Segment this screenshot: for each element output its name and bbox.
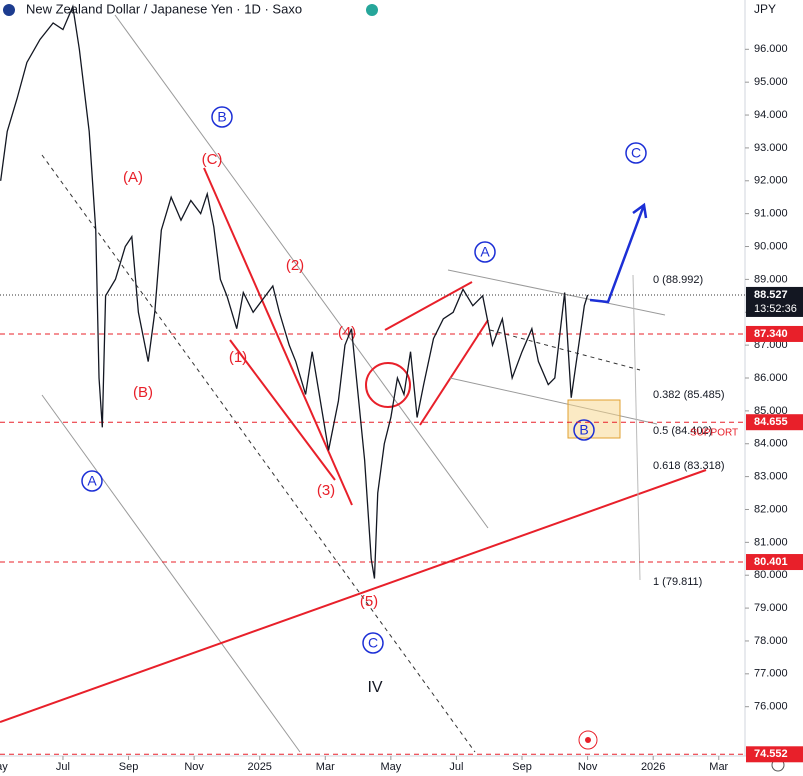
circled-label: C: [631, 145, 641, 161]
x-tick-label: Sep: [119, 761, 139, 773]
status-icon: [366, 4, 378, 16]
projection-arrow: [589, 204, 646, 304]
chart-title: New Zealand Dollar / Japanese Yen · 1D ·…: [26, 1, 302, 16]
countdown: 13:52:36: [754, 303, 797, 315]
circled-label: C: [368, 635, 378, 651]
y-tick-label: 87.000: [754, 339, 788, 351]
y-tick-label: 96.000: [754, 43, 788, 55]
y-tick-label: 82.000: [754, 503, 788, 515]
x-tick-label: Nov: [184, 761, 204, 773]
level-label: 80.401: [754, 556, 788, 568]
x-tick-label: May: [380, 761, 401, 773]
degree-label: IV: [367, 679, 382, 696]
y-tick-label: 79.000: [754, 602, 788, 614]
y-tick-label: 86.000: [754, 372, 788, 384]
fib-line: [632, 274, 641, 581]
level-tag: [746, 414, 803, 431]
y-tick-label: 83.000: [754, 471, 788, 483]
channel-line: [449, 377, 658, 425]
trend-line: [41, 154, 476, 753]
fib-label: 0.382 (85.485): [653, 389, 725, 401]
circled-label: A: [480, 244, 490, 260]
wave-label: (5): [360, 593, 378, 610]
fib-label: 0.5 (84.402): [653, 425, 712, 437]
last-price-tag: [746, 286, 803, 317]
price-line: [0, 4, 589, 579]
trend-line: [41, 394, 301, 753]
x-tick-label: Mar: [316, 761, 335, 773]
wave-label: (4): [338, 324, 356, 341]
level-tag: [746, 325, 803, 342]
wave-label: (1): [229, 349, 247, 366]
fib-label: 0.618 (83.318): [653, 460, 725, 472]
support-label: SUPPORT: [690, 428, 738, 439]
x-tick-label: 2026: [641, 761, 665, 773]
channel-line: [447, 269, 666, 316]
circled-label: B: [217, 109, 226, 125]
y-tick-label: 91.000: [754, 208, 788, 220]
x-tick-label: Jul: [449, 761, 463, 773]
wave-line: [203, 167, 353, 506]
fib-label: 1 (79.811): [653, 576, 702, 588]
y-tick-label: 92.000: [754, 175, 788, 187]
x-tick-label: May: [0, 761, 8, 773]
y-tick-label: 90.000: [754, 240, 788, 252]
y-tick-label: 94.000: [754, 109, 788, 121]
trend-line: [114, 14, 489, 529]
currency: JPY: [754, 2, 776, 16]
y-tick-label: 84.000: [754, 438, 788, 450]
y-tick-label: 78.000: [754, 635, 788, 647]
highlight-circle: [365, 362, 411, 408]
last-price-label: 88.527: [754, 289, 788, 301]
y-tick-label: 93.000: [754, 142, 788, 154]
wave-label: (3): [317, 482, 335, 499]
level-label: 84.655: [754, 416, 788, 428]
wedge-line: [419, 319, 489, 426]
channel-line: [489, 329, 641, 371]
y-tick-label: 81.000: [754, 536, 788, 548]
event-icon: [585, 737, 591, 743]
y-tick-label: 95.000: [754, 76, 788, 88]
event-icon: [578, 730, 598, 750]
fib-label: 0 (88.992): [653, 274, 703, 286]
wedge-line: [384, 281, 473, 331]
wave-label: (A): [123, 169, 143, 186]
wave-line: [229, 339, 336, 481]
level-label: 87.340: [754, 328, 788, 340]
wave-label: (C): [202, 151, 223, 168]
y-tick-label: 85.000: [754, 405, 788, 417]
y-tick-label: 89.000: [754, 273, 788, 285]
y-tick-label: 80.000: [754, 569, 788, 581]
x-tick-label: Sep: [512, 761, 532, 773]
wave-label: (2): [286, 257, 304, 274]
level-tag: [746, 746, 803, 763]
x-tick-label: Jul: [56, 761, 70, 773]
support-line: [0, 469, 707, 723]
level-tag: [746, 554, 803, 571]
flag-icon: [3, 4, 15, 16]
circled-label: A: [87, 473, 97, 489]
y-tick-label: 76.000: [754, 701, 788, 713]
circled-label: B: [579, 422, 588, 438]
y-tick-label: 77.000: [754, 668, 788, 680]
x-tick-label: Nov: [578, 761, 598, 773]
arrow-head: [632, 202, 648, 219]
level-label: 74.552: [754, 748, 788, 760]
x-tick-label: 2025: [247, 761, 271, 773]
wave-label: (B): [133, 384, 153, 401]
x-tick-label: Mar: [709, 761, 728, 773]
